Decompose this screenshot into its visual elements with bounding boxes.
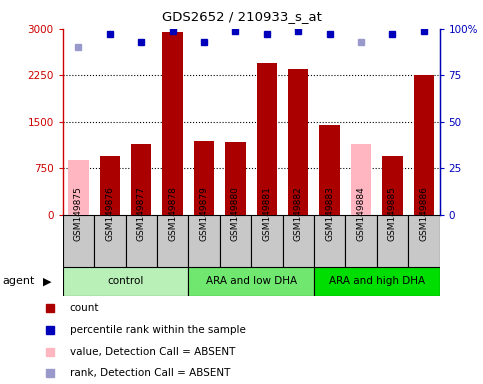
Bar xyxy=(220,215,251,267)
Text: GSM149883: GSM149883 xyxy=(325,186,334,241)
Bar xyxy=(194,141,214,215)
Bar xyxy=(188,267,314,296)
Bar xyxy=(251,215,283,267)
Bar xyxy=(382,156,403,215)
Text: rank, Detection Call = ABSENT: rank, Detection Call = ABSENT xyxy=(70,368,230,378)
Text: count: count xyxy=(70,303,99,313)
Text: GSM149877: GSM149877 xyxy=(137,186,146,241)
Text: GSM149879: GSM149879 xyxy=(199,186,209,241)
Bar xyxy=(188,215,220,267)
Bar xyxy=(377,215,408,267)
Text: GSM149886: GSM149886 xyxy=(419,186,428,241)
Text: GSM149885: GSM149885 xyxy=(388,186,397,241)
Bar xyxy=(131,144,152,215)
Text: control: control xyxy=(107,276,144,286)
Bar xyxy=(162,32,183,215)
Bar xyxy=(351,144,371,215)
Bar xyxy=(68,161,89,215)
Bar xyxy=(345,215,377,267)
Text: GSM149881: GSM149881 xyxy=(262,186,271,241)
Bar xyxy=(408,215,440,267)
Bar xyxy=(157,215,188,267)
Bar xyxy=(314,215,345,267)
Text: GSM149884: GSM149884 xyxy=(356,186,366,241)
Bar xyxy=(314,267,440,296)
Bar xyxy=(63,215,94,267)
Text: GSM149878: GSM149878 xyxy=(168,186,177,241)
Bar xyxy=(256,63,277,215)
Text: GSM149876: GSM149876 xyxy=(105,186,114,241)
Bar xyxy=(319,125,340,215)
Bar xyxy=(63,267,188,296)
Bar xyxy=(99,156,120,215)
Bar xyxy=(288,69,309,215)
Bar xyxy=(94,215,126,267)
Text: GDS2652 / 210933_s_at: GDS2652 / 210933_s_at xyxy=(161,10,322,23)
Text: value, Detection Call = ABSENT: value, Detection Call = ABSENT xyxy=(70,347,235,357)
Text: ▶: ▶ xyxy=(43,276,51,286)
Text: percentile rank within the sample: percentile rank within the sample xyxy=(70,325,246,335)
Bar xyxy=(126,215,157,267)
Text: ARA and low DHA: ARA and low DHA xyxy=(206,276,297,286)
Text: ARA and high DHA: ARA and high DHA xyxy=(328,276,425,286)
Text: GSM149880: GSM149880 xyxy=(231,186,240,241)
Text: agent: agent xyxy=(2,276,35,286)
Text: GSM149875: GSM149875 xyxy=(74,186,83,241)
Bar xyxy=(225,142,246,215)
Bar xyxy=(283,215,314,267)
Text: GSM149882: GSM149882 xyxy=(294,186,303,241)
Bar xyxy=(413,75,434,215)
